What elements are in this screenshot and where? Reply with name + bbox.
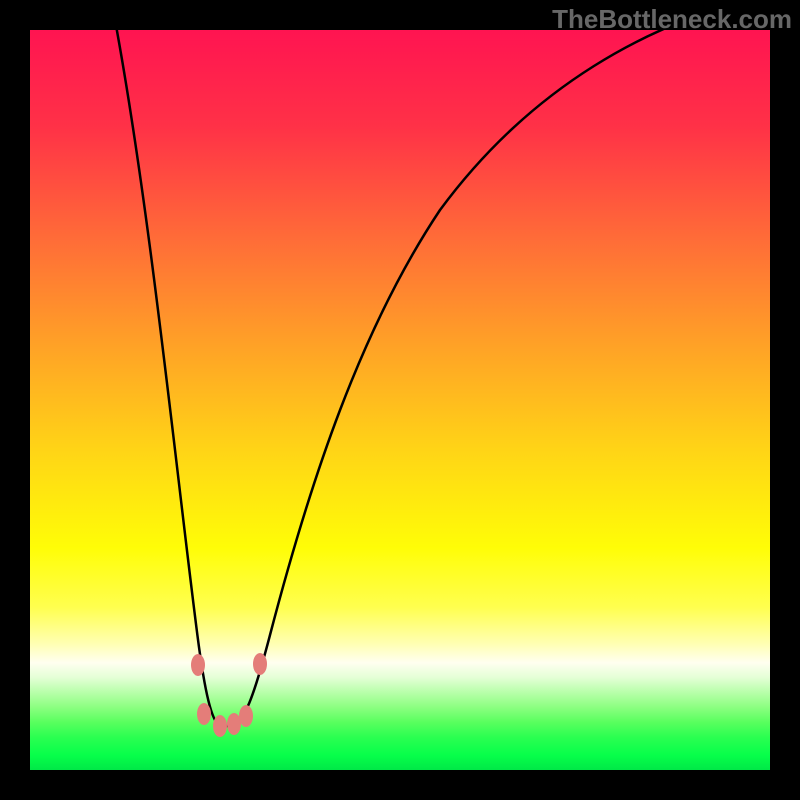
watermark-text: TheBottleneck.com (552, 4, 792, 35)
curve-marker (239, 705, 253, 727)
curve-markers (191, 653, 267, 737)
chart-container: TheBottleneck.com (0, 0, 800, 800)
curve-marker (253, 653, 267, 675)
curve-marker (227, 713, 241, 735)
plot-area (30, 30, 770, 770)
bottleneck-curve (30, 30, 770, 770)
curve-marker (213, 715, 227, 737)
curve-marker (197, 703, 211, 725)
curve-marker (191, 654, 205, 676)
